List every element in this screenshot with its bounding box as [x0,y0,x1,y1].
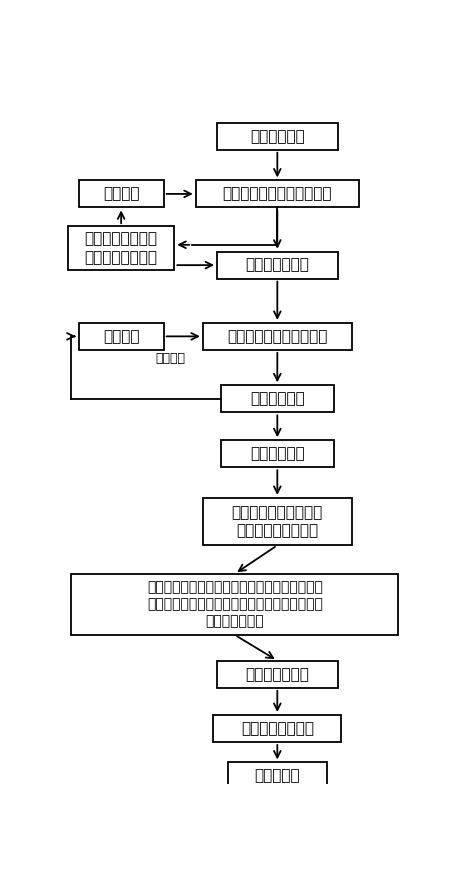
Text: 发现泄漏: 发现泄漏 [156,352,186,365]
Bar [203,322,352,350]
Bar [217,661,338,688]
Bar [68,226,174,270]
Bar [217,252,338,278]
Bar [79,322,164,350]
Text: 检测制冷剂容器中
制冷剂的流出状态: 检测制冷剂容器中 制冷剂的流出状态 [85,232,158,265]
Text: 充注装置连接: 充注装置连接 [250,129,305,144]
Text: 卸除主管道: 卸除主管道 [255,768,300,783]
Text: 向低压循环储液器充注制冷剂，当高压储液器和
低压循环储液器液面均达到设计高度，制冷剂充
注量满足要求。: 向低压循环储液器充注制冷剂，当高压储液器和 低压循环储液器液面均达到设计高度，制… [147,580,323,629]
Bar [79,181,164,208]
Text: 内外压力平衡: 内外压力平衡 [250,446,305,462]
Bar [196,181,359,208]
Text: 对高压储液器充注制冷剂: 对高压储液器充注制冷剂 [227,329,327,344]
Text: 充注过程检漏: 充注过程检漏 [250,391,305,406]
Bar [220,440,334,467]
Text: 抽吸残留的制冷剂: 抽吸残留的制冷剂 [241,721,314,736]
Text: 排除故障: 排除故障 [103,187,139,202]
Text: 关闭制冷剂容器: 关闭制冷剂容器 [245,667,309,682]
Text: 开启压缩机，降低低压
循环储液器的内压力: 开启压缩机，降低低压 循环储液器的内压力 [232,505,323,538]
Bar [228,762,327,789]
Bar [220,385,334,412]
Text: 制冷剂顺利流出: 制冷剂顺利流出 [245,257,309,272]
Text: 制冷剂容器微量放出制冷剂: 制冷剂容器微量放出制冷剂 [223,187,332,202]
Bar [217,122,338,150]
Bar [203,498,352,545]
Bar [213,714,341,742]
Text: 漏点处理: 漏点处理 [103,329,139,344]
Bar [71,574,398,635]
